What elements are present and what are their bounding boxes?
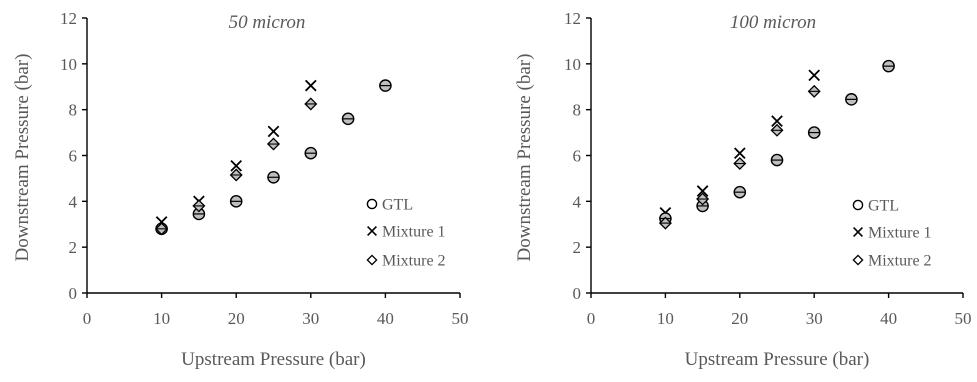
x-tick-label: 30	[302, 309, 319, 328]
data-point	[658, 216, 672, 230]
y-tick-label: 8	[573, 101, 582, 120]
series-gtl	[155, 79, 392, 236]
legend-marker	[366, 254, 378, 266]
data-point	[770, 153, 784, 167]
x-axis-label: Upstream Pressure (bar)	[181, 349, 366, 370]
x-tick-label: 0	[587, 309, 596, 328]
data-point	[807, 84, 821, 98]
data-point	[304, 79, 317, 92]
series-mixture-2	[658, 84, 821, 230]
legend-label: GTL	[868, 198, 899, 215]
data-point	[155, 222, 169, 236]
data-point	[192, 207, 206, 221]
x-tick-label: 50	[452, 309, 469, 328]
y-tick-label: 8	[69, 101, 78, 120]
y-tick-label: 10	[564, 55, 581, 74]
x-axis-label: Upstream Pressure (bar)	[685, 349, 870, 370]
y-tick-label: 0	[69, 284, 78, 303]
y-tick-label: 6	[69, 147, 78, 166]
y-tick-label: 10	[60, 55, 77, 74]
data-point	[733, 185, 747, 199]
y-tick-label: 4	[69, 192, 78, 211]
legend-marker	[853, 227, 863, 237]
chart-panel-2: 0 2 4 6 8 10 12 0 10 20 30 40 50 Upstream Pressure (b…	[514, 9, 972, 370]
data-point	[267, 125, 280, 138]
series-mixture-2	[155, 97, 318, 236]
x-tick-label: 20	[731, 309, 748, 328]
data-point	[267, 170, 280, 184]
legend-marker	[852, 254, 864, 266]
legend-label: GTL	[382, 197, 413, 214]
data-point	[882, 59, 895, 73]
data-point	[304, 146, 318, 160]
legend-label: Mixture 2	[868, 253, 932, 270]
y-tick-label: 4	[573, 192, 582, 211]
x-tick-label: 20	[228, 309, 245, 328]
x-tick-label: 50	[955, 309, 972, 328]
data-point	[379, 79, 392, 92]
y-tick-label: 2	[69, 238, 78, 257]
y-tick-label: 12	[564, 9, 581, 28]
data-point	[807, 126, 821, 139]
data-point	[304, 97, 318, 111]
chart-panel-1: 0 2 4 6 8 10 12 0 10 20 30 40 50 Upstream Pressure (b…	[12, 9, 469, 370]
data-point	[845, 93, 858, 106]
legend-label: Mixture 2	[382, 253, 446, 270]
y-tick-label: 12	[60, 9, 77, 28]
data-point	[696, 185, 709, 197]
data-point	[733, 157, 747, 171]
data-point	[266, 137, 281, 151]
data-point	[229, 168, 243, 182]
x-tick-label: 0	[83, 309, 92, 328]
data-point	[771, 115, 783, 127]
legend-label: Mixture 1	[868, 225, 932, 242]
data-point	[770, 123, 784, 137]
legend: GTL Mixture 1 Mixture 2	[852, 198, 932, 270]
data-point	[696, 192, 710, 206]
y-axis-label: Downstream Pressure (bar)	[514, 54, 535, 262]
chart-title: 100 micron	[730, 12, 816, 33]
series-gtl	[659, 59, 895, 225]
data-point	[733, 147, 746, 160]
legend-marker	[367, 226, 377, 236]
x-tick-label: 40	[377, 309, 394, 328]
x-tick-label: 10	[153, 309, 170, 328]
data-point	[192, 199, 206, 213]
legend-label: Mixture 1	[382, 224, 446, 241]
chart-title: 50 micron	[229, 12, 306, 33]
data-point	[229, 195, 243, 208]
data-point	[230, 159, 243, 172]
legend: GTL Mixture 1 Mixture 2	[366, 197, 446, 270]
y-tick-label: 0	[573, 284, 582, 303]
x-tick-label: 30	[806, 309, 823, 328]
data-point	[808, 69, 821, 82]
x-tick-label: 10	[657, 309, 674, 328]
legend-marker	[366, 198, 378, 210]
y-tick-label: 6	[573, 147, 582, 166]
data-point	[341, 112, 355, 126]
y-tick-label: 2	[573, 238, 582, 257]
x-tick-label: 40	[880, 309, 897, 328]
y-axis-label: Downstream Pressure (bar)	[12, 54, 33, 262]
legend-marker	[852, 199, 864, 211]
